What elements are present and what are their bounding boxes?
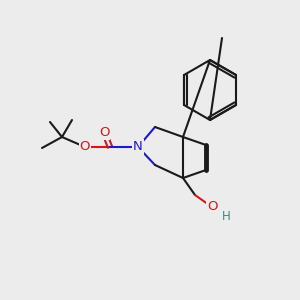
Text: O: O [99,125,109,139]
Text: N: N [133,140,143,154]
Text: O: O [80,140,90,154]
Text: O: O [207,200,217,214]
Text: H: H [222,209,230,223]
